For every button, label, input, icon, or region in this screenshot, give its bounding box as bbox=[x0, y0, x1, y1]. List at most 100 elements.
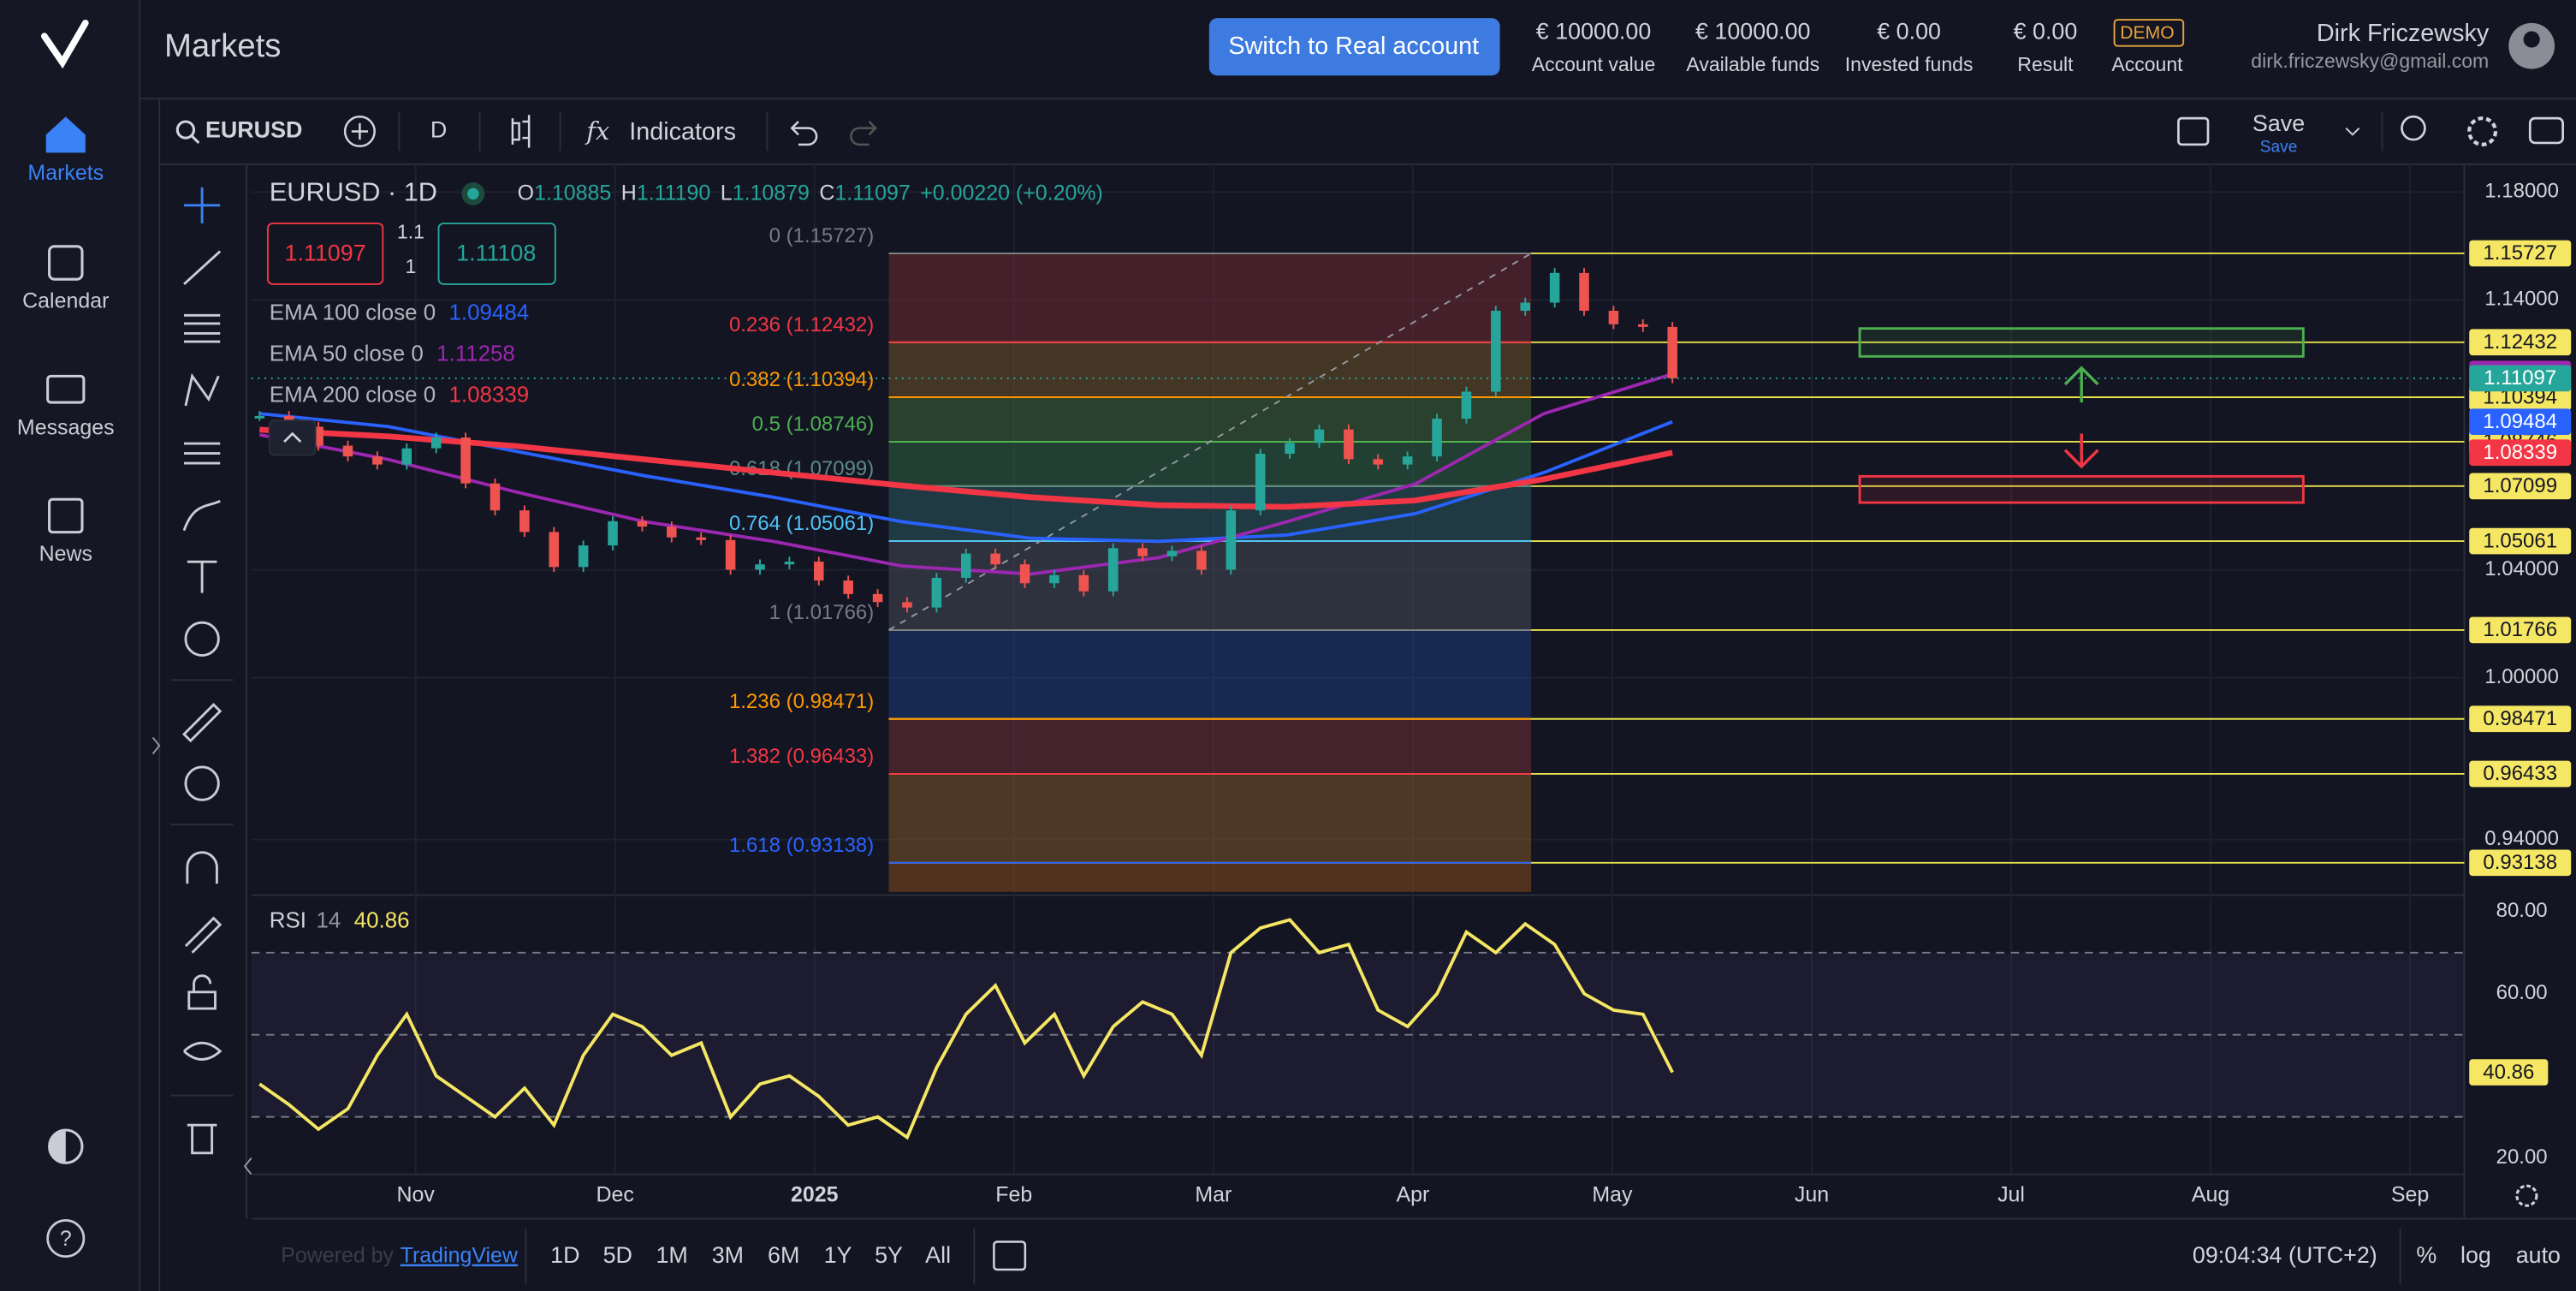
buy-price[interactable]: 1.11108 bbox=[456, 240, 536, 265]
chart-type-icon[interactable] bbox=[511, 115, 531, 148]
ohlc-legend: O1.10885 H1.11190 L1.10879 C1.11097 +0.00220… bbox=[518, 181, 1103, 205]
sidebar-label[interactable]: Markets bbox=[27, 161, 104, 185]
save-menu[interactable] bbox=[2345, 127, 2360, 136]
fib-price-label: 1.12432 bbox=[2483, 330, 2557, 354]
indicator-legend: EMA 50 close 0 1.11258 bbox=[270, 342, 515, 366]
scale-option[interactable]: auto bbox=[2516, 1242, 2561, 1268]
drawing-tool[interactable] bbox=[184, 916, 223, 954]
axis-settings[interactable] bbox=[2515, 1184, 2538, 1207]
fib-price-label-bg bbox=[2469, 849, 2572, 877]
drawing-tool[interactable] bbox=[184, 372, 220, 407]
news-icon[interactable] bbox=[48, 497, 84, 534]
sell-box[interactable] bbox=[266, 222, 384, 285]
candle bbox=[1314, 429, 1325, 443]
undo-button[interactable] bbox=[790, 121, 818, 146]
range-button[interactable]: 6M bbox=[768, 1242, 799, 1268]
drawing-tool[interactable] bbox=[186, 851, 218, 884]
real-account-button-label[interactable]: Switch to Real account bbox=[1228, 33, 1479, 60]
drawing-tool[interactable] bbox=[183, 1041, 223, 1061]
collapse-toolbar[interactable] bbox=[243, 1157, 252, 1175]
drawing-tool[interactable] bbox=[184, 313, 221, 343]
calendar-icon[interactable] bbox=[48, 245, 84, 281]
ema-price-label: 1.08339 bbox=[2483, 441, 2557, 464]
scale-option[interactable]: % bbox=[2416, 1242, 2437, 1268]
stat-value: € 10000.00 bbox=[1536, 18, 1651, 44]
sidebar-label[interactable]: Calendar bbox=[22, 289, 109, 313]
drawing-tool[interactable] bbox=[182, 499, 221, 532]
drawing-tool[interactable] bbox=[181, 703, 223, 743]
indicator-name: EMA 200 close 0 bbox=[270, 383, 436, 407]
indicators-button[interactable]: Indicators bbox=[629, 118, 736, 146]
sell-price[interactable]: 1.11097 bbox=[285, 240, 366, 265]
fib-zone bbox=[888, 862, 1532, 892]
snapshot-button[interactable] bbox=[2528, 116, 2564, 145]
candle bbox=[755, 564, 765, 570]
help-button[interactable] bbox=[46, 1219, 86, 1258]
legend-collapse[interactable] bbox=[268, 419, 317, 456]
stop-zone[interactable] bbox=[1858, 474, 2305, 504]
sidebar-label[interactable]: News bbox=[39, 542, 92, 566]
range-button[interactable]: 1D bbox=[550, 1242, 579, 1268]
layout-button[interactable] bbox=[2177, 116, 2210, 146]
candle bbox=[1373, 459, 1384, 465]
drawing-tool[interactable] bbox=[187, 974, 217, 1010]
ohlc-value: 1.11097 bbox=[834, 181, 910, 205]
ema-price-label-bg bbox=[2469, 408, 2572, 436]
real-account-button[interactable] bbox=[1208, 18, 1500, 76]
range-button[interactable]: 1M bbox=[656, 1242, 687, 1268]
x-tick-label: Jun bbox=[1795, 1182, 1829, 1206]
candle bbox=[430, 437, 442, 449]
stat-label: Account value bbox=[1532, 53, 1656, 75]
ema-price-label: 1.09484 bbox=[2483, 410, 2557, 433]
drawing-tool[interactable] bbox=[184, 442, 221, 465]
candle bbox=[1285, 443, 1295, 455]
drawing-tool[interactable] bbox=[183, 250, 222, 285]
fib-price-label: 1.05061 bbox=[2483, 529, 2557, 552]
fib-level-label: 1.382 (0.96433) bbox=[729, 745, 874, 768]
expand-tools[interactable] bbox=[151, 736, 161, 755]
candle bbox=[1107, 548, 1119, 592]
rsi-last-bg bbox=[2469, 1059, 2549, 1086]
settings-button[interactable] bbox=[2467, 116, 2498, 146]
range-button[interactable]: 5Y bbox=[875, 1242, 903, 1268]
buy-box[interactable] bbox=[437, 222, 556, 285]
quick-search[interactable] bbox=[2401, 115, 2426, 141]
go-to-date[interactable] bbox=[993, 1240, 1027, 1271]
candle bbox=[1461, 391, 1472, 419]
range-button[interactable]: 1Y bbox=[824, 1242, 852, 1268]
tradingview-link[interactable]: TradingView bbox=[401, 1243, 519, 1267]
user-name: Dirk Friczewsky bbox=[2317, 20, 2490, 47]
add-symbol-button[interactable] bbox=[343, 115, 376, 148]
range-button[interactable]: 5D bbox=[603, 1242, 632, 1268]
candle bbox=[578, 545, 589, 568]
drawing-tool[interactable] bbox=[187, 560, 217, 593]
redo-button[interactable] bbox=[850, 121, 877, 146]
save-button[interactable]: Save bbox=[2253, 110, 2305, 136]
messages-icon[interactable] bbox=[46, 374, 86, 404]
drawing-tool[interactable] bbox=[187, 1123, 217, 1155]
indicator-name: EMA 50 close 0 bbox=[270, 342, 424, 366]
fib-price-label-bg bbox=[2469, 329, 2572, 356]
x-tick-label: Sep bbox=[2391, 1182, 2429, 1206]
search-icon[interactable] bbox=[175, 120, 196, 140]
fib-price-label: 1.07099 bbox=[2483, 474, 2557, 497]
drawing-tool[interactable] bbox=[184, 765, 220, 801]
range-button[interactable]: All bbox=[925, 1242, 951, 1268]
interval[interactable]: D bbox=[430, 117, 447, 143]
stat-label: Result bbox=[2017, 53, 2074, 75]
fib-price-label-bg bbox=[2469, 240, 2572, 267]
fib-zone bbox=[888, 718, 1532, 774]
target-zone[interactable] bbox=[1858, 327, 2305, 358]
drawing-tool[interactable] bbox=[184, 187, 221, 223]
ohlc-key: C bbox=[819, 181, 834, 205]
chart-title: EURUSD · 1D bbox=[270, 177, 437, 207]
range-button[interactable]: 3M bbox=[712, 1242, 744, 1268]
fib-price-label-bg bbox=[2469, 705, 2572, 733]
ohlc-key: H bbox=[621, 181, 637, 205]
scale-option[interactable]: log bbox=[2460, 1242, 2491, 1268]
symbol[interactable]: EURUSD bbox=[205, 117, 302, 143]
drawing-tool[interactable] bbox=[184, 621, 220, 657]
sidebar-label[interactable]: Messages bbox=[17, 415, 115, 439]
candle bbox=[960, 553, 971, 578]
